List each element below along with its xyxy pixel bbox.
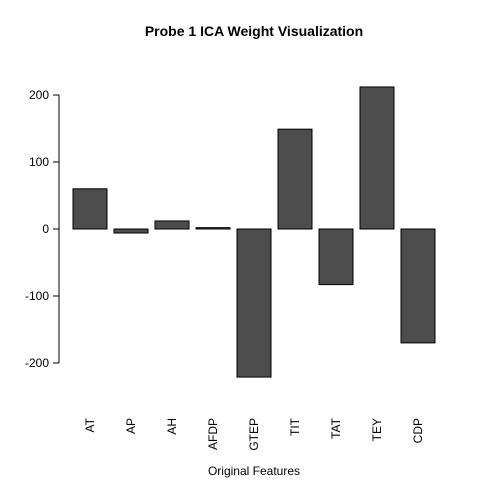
x-axis-label: Original Features: [208, 464, 300, 478]
bar-ah: [154, 220, 190, 230]
bar-afdp: [195, 227, 231, 230]
bar-tit: [277, 128, 313, 230]
x-tick-labels: AT AP AH AFDP GTEP TIT TAT TEY CDP: [83, 417, 425, 450]
x-tick-label-tat: TAT: [329, 417, 343, 439]
y-tick-label: -100: [25, 289, 49, 303]
bar-at: [72, 188, 108, 230]
x-tick-label-ah: AH: [165, 418, 179, 435]
y-tick-label: 0: [42, 222, 49, 236]
x-tick-label-afdp: AFDP: [206, 418, 220, 450]
y-tick-label: 100: [29, 155, 49, 169]
x-tick-label-at: AT: [83, 417, 97, 432]
bar-gtep: [236, 228, 272, 378]
x-tick-label-tey: TEY: [370, 418, 384, 441]
x-tick-label-tit: TIT: [288, 417, 302, 436]
x-tick-label-cdp: CDP: [411, 418, 425, 443]
y-axis: -200 -100 0 100 200: [25, 88, 60, 370]
bar-ap: [113, 228, 149, 234]
bar-cdp: [400, 228, 436, 344]
x-tick-label-ap: AP: [124, 418, 138, 434]
y-tick-label: 200: [29, 88, 49, 102]
y-tick-label: -200: [25, 356, 49, 370]
bars: [72, 86, 436, 378]
x-tick-label-gtep: GTEP: [247, 418, 261, 451]
bar-tey: [359, 86, 395, 230]
bar-tat: [318, 228, 354, 286]
chart-title: Probe 1 ICA Weight Visualization: [145, 23, 363, 39]
